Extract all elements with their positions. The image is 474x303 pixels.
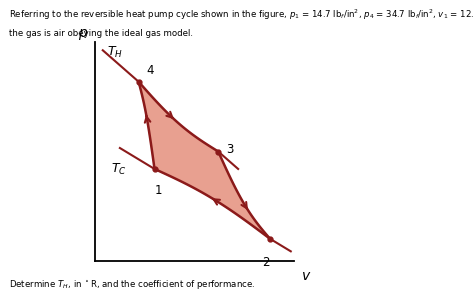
Text: the gas is air obeying the ideal gas model.: the gas is air obeying the ideal gas mod… — [9, 29, 193, 38]
Text: $p$: $p$ — [78, 27, 88, 42]
Text: 2: 2 — [262, 256, 270, 269]
Text: 3: 3 — [226, 143, 234, 156]
Polygon shape — [138, 82, 270, 239]
Text: Referring to the reversible heat pump cycle shown in the figure, $p_1$ = 14.7 lb: Referring to the reversible heat pump cy… — [9, 8, 474, 22]
Text: Determine $T_H$, in $^\circ$R, and the coefficient of performance.: Determine $T_H$, in $^\circ$R, and the c… — [9, 278, 256, 291]
Text: $T_H$: $T_H$ — [107, 45, 123, 60]
Text: 1: 1 — [155, 184, 162, 197]
Text: 4: 4 — [146, 64, 154, 77]
Text: $v$: $v$ — [301, 269, 311, 283]
Text: $T_C$: $T_C$ — [111, 162, 127, 178]
